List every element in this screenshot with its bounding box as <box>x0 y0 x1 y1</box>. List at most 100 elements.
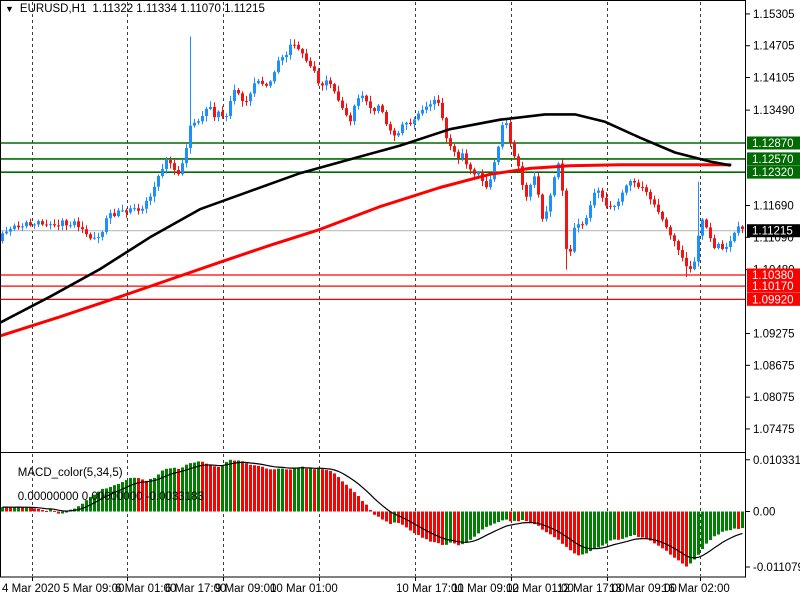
candle-body <box>325 80 328 86</box>
candle-body <box>369 101 372 109</box>
candle-body <box>181 163 184 175</box>
candle-body <box>717 243 720 248</box>
candle-body <box>209 106 212 109</box>
macd-tick-label: -0.011079 <box>753 562 800 574</box>
candle-body <box>337 91 340 101</box>
candle-body <box>341 100 344 109</box>
macd-bar <box>45 510 48 512</box>
time-tick-label: 6 Mar 17:00 <box>165 583 226 595</box>
candle-body <box>549 195 552 212</box>
candle-body <box>257 80 260 84</box>
macd-bar <box>733 511 736 529</box>
candle-body <box>177 169 180 175</box>
candle-body <box>229 100 232 116</box>
macd-bar <box>373 511 376 515</box>
candle-body <box>433 99 436 105</box>
candle-body <box>529 184 532 197</box>
candle-body <box>261 80 264 84</box>
candle-body <box>713 238 716 248</box>
macd-bar <box>153 477 156 512</box>
candle-body <box>185 147 188 164</box>
macd-bar <box>381 511 384 520</box>
candle-body <box>453 146 456 152</box>
macd-bar <box>109 486 112 512</box>
candle-body <box>401 124 404 134</box>
candle-body <box>645 187 648 192</box>
collapse-triangle-icon[interactable]: ▼ <box>5 3 14 14</box>
macd-bar <box>369 509 372 512</box>
macd-bar <box>741 511 744 529</box>
macd-bar <box>629 511 632 536</box>
macd-bar <box>529 511 532 523</box>
macd-bar <box>457 511 460 546</box>
candle-body <box>137 208 140 211</box>
macd-bar <box>177 468 180 512</box>
macd-bar <box>445 511 448 545</box>
candle-body <box>561 163 564 191</box>
macd-bar <box>433 511 436 543</box>
candle-body <box>173 163 176 170</box>
candle-body <box>465 153 468 165</box>
candle-body <box>521 166 524 185</box>
price-tick-label: 1.15305 <box>753 9 795 21</box>
candle-body <box>297 44 300 50</box>
macd-bar <box>193 462 196 512</box>
macd-bar <box>365 504 368 512</box>
macd-bar <box>37 508 40 512</box>
macd-bar <box>721 511 724 532</box>
macd-bar <box>141 479 144 512</box>
macd-bar <box>553 511 556 538</box>
candle-body <box>285 55 288 58</box>
candle-body <box>29 222 32 226</box>
macd-bar <box>501 511 504 521</box>
macd-bar <box>565 511 568 547</box>
support-price-label-text: 1.10380 <box>752 270 794 282</box>
resistance-price-label-text: 1.12320 <box>752 167 794 179</box>
macd-bar <box>273 469 276 512</box>
macd-bar <box>209 465 212 512</box>
macd-bar <box>413 511 416 534</box>
candle-body <box>457 151 460 159</box>
candle-body <box>45 224 48 226</box>
candle-body <box>13 225 16 229</box>
macd-bar <box>605 511 608 544</box>
candle-body <box>417 113 420 120</box>
candle-body <box>25 222 28 227</box>
candle-body <box>585 217 588 225</box>
macd-bar <box>301 466 304 512</box>
macd-bar <box>145 480 148 512</box>
time-axis[interactable] <box>0 578 745 600</box>
price-tick-label: 1.08075 <box>753 392 795 404</box>
macd-bar <box>577 511 580 556</box>
macd-bar <box>189 463 192 512</box>
candle-body <box>33 224 36 226</box>
macd-bar <box>217 466 220 512</box>
candle-body <box>317 70 320 84</box>
macd-bar <box>185 464 188 512</box>
macd-bar <box>25 507 28 512</box>
macd-bar <box>41 509 44 512</box>
candle-body <box>305 53 308 61</box>
price-axis[interactable] <box>746 0 800 577</box>
macd-signal-line <box>2 461 743 559</box>
candle-body <box>53 224 56 226</box>
macd-bar <box>285 469 288 512</box>
candle-body <box>601 190 604 198</box>
candle-body <box>493 162 496 180</box>
macd-bar <box>345 484 348 512</box>
candle-body <box>413 119 416 125</box>
macd-bar <box>701 511 704 550</box>
candle-body <box>445 118 448 139</box>
candle-body <box>1 233 4 242</box>
macd-bar <box>581 511 584 555</box>
macd-bar <box>261 466 264 512</box>
price-chart-plot-area[interactable] <box>0 0 745 452</box>
macd-bar <box>729 511 732 531</box>
macd-bar <box>409 511 412 531</box>
bid-price-label-box <box>747 224 800 238</box>
macd-bar <box>137 478 140 512</box>
candle-body <box>101 231 104 237</box>
candle-body <box>225 115 228 117</box>
candle-body <box>429 104 432 107</box>
indicator-title-bar: MACD_color(5,34,5) 0.00000000 0.00000000… <box>5 455 204 515</box>
